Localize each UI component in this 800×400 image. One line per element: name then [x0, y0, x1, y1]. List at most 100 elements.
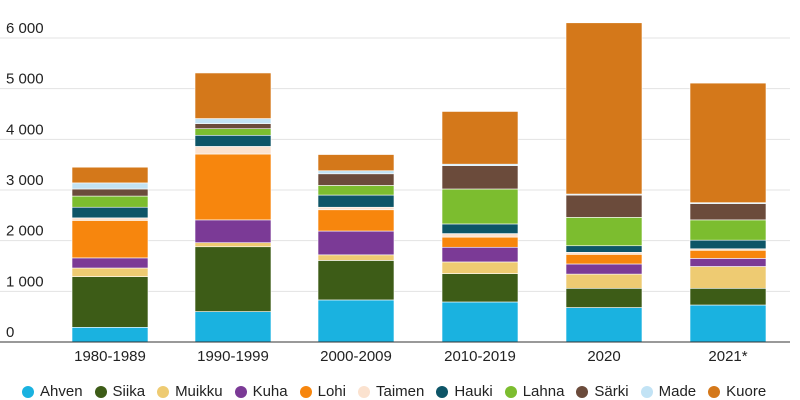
bar-segment-ahven-5 [689, 304, 767, 343]
bar-segment-kuha-0 [71, 257, 149, 269]
legend-swatch [504, 385, 517, 398]
bar-segment-kuha-2 [317, 230, 395, 256]
bar-segment-hauki-5 [689, 239, 767, 250]
bar-segment-muikku-2 [317, 254, 395, 261]
bar-segment-muikku-3 [441, 261, 519, 274]
bar-segment-taimen-3 [441, 233, 519, 238]
bar-segment-ahven-1 [194, 311, 272, 343]
bar-segment-ahven-4 [565, 307, 643, 343]
bar-segment-siika-4 [565, 287, 643, 308]
y-tick-label: 5 000 [6, 71, 44, 88]
legend-label: Lahna [522, 383, 565, 400]
legend-swatch [22, 385, 34, 398]
bar-segment-muikku-4 [565, 273, 643, 289]
y-tick-label: 6 000 [6, 20, 44, 37]
y-tick-label: 4 000 [6, 121, 44, 138]
legend: Ahven Siika Muikku Kuha Lohi Taimen Hauki Lahna… [22, 383, 792, 400]
bar-segment-lahna-2 [317, 185, 395, 196]
y-tick-label: 1 000 [6, 273, 44, 290]
bar-segment-lohi-4 [565, 254, 643, 265]
bar-segment-ahven-3 [441, 301, 519, 343]
legend-label: Siika [112, 383, 146, 400]
legend-item: Taimen [357, 383, 424, 400]
bar-segment-taimen-0 [71, 217, 149, 221]
legend-item: Siika [94, 383, 146, 400]
bar-segment-siika-0 [71, 276, 149, 328]
legend-item: Kuore [708, 383, 766, 400]
legend-swatch [708, 385, 721, 398]
legend-label: Hauki [454, 383, 493, 400]
bar-segment-siika-3 [441, 273, 519, 303]
bar-segment-hauki-3 [441, 223, 519, 234]
legend-label: Kuha [252, 383, 288, 400]
x-tick-label: 2000-2009 [320, 348, 392, 365]
bar-segment-lohi-5 [689, 249, 767, 259]
bar-segment-s-rki-5 [689, 203, 767, 221]
y-tick-label: 2 000 [6, 223, 44, 240]
legend-swatch [436, 385, 449, 398]
legend-item: Hauki [436, 383, 493, 400]
bar-segment-muikku-5 [689, 266, 767, 289]
bar-segment-ahven-0 [71, 327, 149, 343]
bar-segment-siika-2 [317, 260, 395, 301]
legend-label: Made [658, 383, 697, 400]
legend-label: Särki [594, 383, 629, 400]
bar-segment-siika-5 [689, 287, 767, 306]
legend-swatch [357, 385, 370, 398]
legend-label: Kuore [726, 383, 767, 400]
legend-swatch [576, 385, 589, 398]
legend-swatch [299, 385, 312, 398]
bar-segment-kuore-2 [317, 154, 395, 172]
bar-segment-kuha-5 [689, 258, 767, 267]
y-tick-label: 0 [6, 324, 14, 341]
bar-segment-kuha-3 [441, 246, 519, 263]
bar-segment-lahna-1 [194, 128, 272, 136]
y-tick-label: 3 000 [6, 172, 44, 189]
legend-label: Muikku [175, 383, 223, 400]
bar-segment-hauki-4 [565, 245, 643, 253]
bar-segment-hauki-0 [71, 206, 149, 219]
x-tick-label: 2010-2019 [444, 348, 516, 365]
bar-segment-siika-1 [194, 246, 272, 312]
bar-segment-hauki-2 [317, 194, 395, 208]
bar-segment-s-rki-1 [194, 123, 272, 129]
x-tick-label: 2020 [587, 348, 620, 365]
bar-segment-made-1 [194, 118, 272, 124]
bars [71, 22, 767, 343]
legend-swatch [640, 385, 653, 398]
bar-segment-lohi-0 [71, 220, 149, 259]
legend-item: Särki [576, 383, 629, 400]
legend-label: Lohi [317, 383, 346, 400]
bar-segment-lahna-5 [689, 219, 767, 241]
bar-segment-lahna-3 [441, 188, 519, 225]
legend-item: Kuha [234, 383, 288, 400]
bar-segment-muikku-0 [71, 267, 149, 277]
bar-segment-made-0 [71, 182, 149, 190]
bar-segment-s-rki-2 [317, 173, 395, 186]
bar-segment-kuore-0 [71, 166, 149, 184]
legend-item: Lohi [299, 383, 346, 400]
bar-segment-lohi-3 [441, 236, 519, 248]
bar-segment-taimen-4 [565, 252, 643, 255]
x-tick-label: 2021* [708, 348, 747, 365]
legend-label: Ahven [40, 383, 83, 400]
y-axis-tick-labels: 0 1 000 2 000 3 000 4 000 5 000 6 000 [6, 20, 44, 341]
bar-segment-kuore-4 [565, 22, 643, 195]
bar-segment-made-2 [317, 170, 395, 175]
legend-item: Ahven [22, 383, 83, 400]
bar-segment-lahna-4 [565, 217, 643, 247]
legend-item: Made [640, 383, 697, 400]
bar-segment-hauki-1 [194, 134, 272, 147]
bar-segment-kuha-1 [194, 219, 272, 243]
bar-segment-ahven-2 [317, 299, 395, 343]
bar-segment-kuore-1 [194, 72, 272, 119]
bar-segment-s-rki-4 [565, 194, 643, 218]
bar-segment-s-rki-3 [441, 165, 519, 190]
legend-swatch [157, 385, 170, 398]
legend-swatch [234, 385, 247, 398]
x-tick-label: 1990-1999 [197, 348, 269, 365]
bar-segment-lohi-1 [194, 153, 272, 221]
bar-segment-kuha-4 [565, 263, 643, 275]
bar-segment-s-rki-0 [71, 188, 149, 197]
x-tick-label: 1980-1989 [74, 348, 146, 365]
